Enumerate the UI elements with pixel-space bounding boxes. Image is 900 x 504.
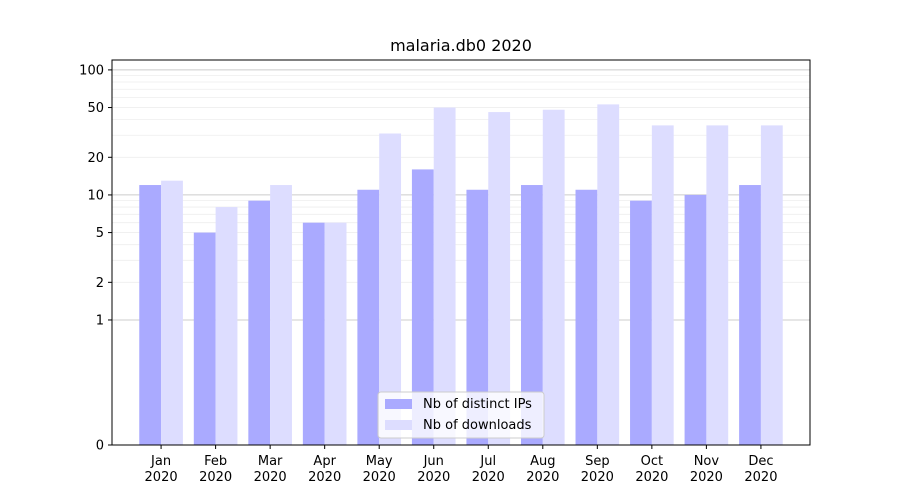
- y-tick-label: 5: [96, 226, 104, 241]
- chart-title: malaria.db0 2020: [390, 36, 532, 55]
- bar-distinct-ips: [630, 200, 652, 445]
- x-tick-label: Nov 2020: [690, 454, 723, 485]
- legend-swatch-downloads: [385, 420, 412, 430]
- bar-distinct-ips: [357, 189, 380, 445]
- x-tick-label: Oct 2020: [635, 454, 668, 485]
- y-tick-label: 20: [87, 151, 104, 166]
- bar-distinct-ips: [302, 222, 325, 445]
- x-tick-label: Jul 2020: [472, 454, 505, 485]
- legend-swatch-ips: [385, 399, 412, 409]
- y-tick-label: 100: [79, 63, 104, 78]
- y-tick-label: 50: [87, 101, 104, 116]
- legend-label-ips: Nb of distinct IPs: [423, 397, 532, 412]
- x-tick-label: Jan 2020: [145, 454, 178, 485]
- bar-distinct-ips: [684, 194, 707, 445]
- legend-frame: [377, 391, 545, 439]
- bar-downloads: [270, 185, 292, 445]
- y-tick-label: 10: [87, 188, 104, 203]
- y-tick-label: 0: [96, 439, 104, 454]
- x-tick-label: May 2020: [363, 454, 396, 485]
- bar-distinct-ips: [248, 200, 271, 445]
- x-tick-label: Dec 2020: [744, 454, 777, 485]
- bar-downloads: [433, 107, 456, 446]
- bar-downloads: [161, 180, 183, 445]
- x-tick-label: Sep 2020: [581, 454, 614, 485]
- bar-distinct-ips: [466, 189, 489, 445]
- bar-downloads: [324, 222, 347, 445]
- bar-downloads: [488, 112, 511, 445]
- bar-distinct-ips: [411, 169, 434, 445]
- bars-layer: [139, 104, 783, 446]
- y-tick-label: 2: [96, 276, 104, 291]
- plot-frame: [111, 59, 811, 446]
- x-tick-label: Jun 2020: [417, 454, 450, 485]
- bar-downloads: [706, 125, 729, 445]
- bar-distinct-ips: [139, 185, 162, 445]
- bar-downloads: [542, 109, 565, 445]
- legend: Nb of distinct IPs Nb of downloads: [377, 391, 545, 439]
- bar-downloads: [651, 125, 674, 445]
- x-tick-label: Mar 2020: [254, 454, 287, 485]
- x-tick-label: Apr 2020: [308, 454, 341, 485]
- bar-downloads: [597, 104, 620, 445]
- bar-distinct-ips: [193, 232, 216, 445]
- legend-label-downloads: Nb of downloads: [423, 418, 532, 433]
- bar-distinct-ips: [520, 185, 543, 445]
- bar-distinct-ips: [575, 189, 598, 445]
- bar-distinct-ips: [739, 185, 761, 445]
- x-axis: Jan 2020 Feb 2020 Mar 2020 Apr 2020 May 2020 Jun 20…: [145, 445, 777, 485]
- y-axis: 0 1 2 5 10 20 50 100: [79, 63, 112, 454]
- x-tick-label: Aug 2020: [526, 454, 559, 485]
- y-tick-label: 1: [96, 313, 104, 328]
- bar-downloads: [215, 207, 238, 445]
- bar-downloads: [379, 133, 402, 445]
- bar-downloads: [760, 125, 783, 445]
- x-tick-label: Feb 2020: [199, 454, 232, 485]
